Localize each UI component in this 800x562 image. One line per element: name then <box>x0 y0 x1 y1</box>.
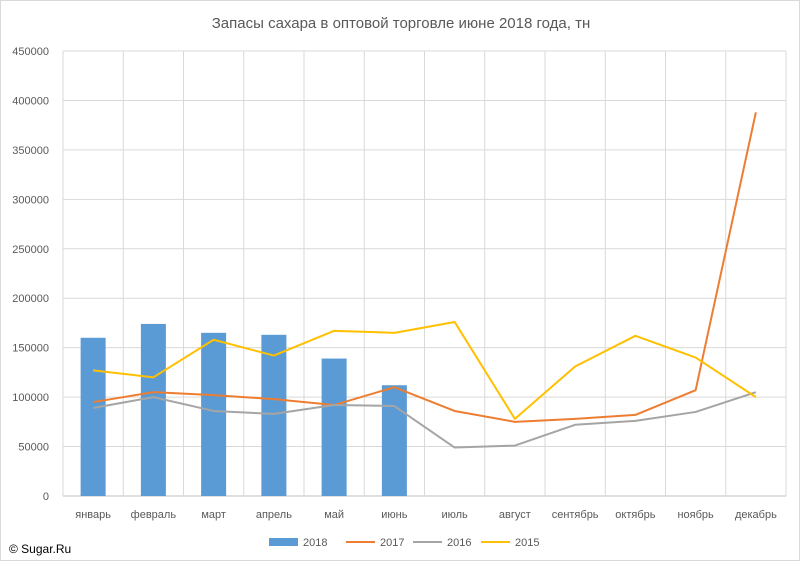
bar-2018-январь <box>80 337 106 496</box>
x-tick-label: февраль <box>131 509 177 521</box>
y-tick-label: 100000 <box>12 392 49 404</box>
bar-2018-июнь <box>381 385 407 496</box>
legend-label-2017: 2017 <box>380 537 404 549</box>
x-axis-ticks: январь февраль март апрель май июнь июль август… <box>75 509 777 521</box>
y-tick-label: 0 <box>43 491 49 503</box>
y-tick-label: 350000 <box>12 145 49 157</box>
x-tick-label: май <box>324 509 344 521</box>
y-tick-label: 400000 <box>12 95 49 107</box>
x-tick-label: август <box>499 509 531 521</box>
y-axis-ticks: 0 50000 100000 150000 200000 250000 300000 3500… <box>12 46 49 503</box>
legend-label-2015: 2015 <box>515 537 539 549</box>
y-tick-label: 450000 <box>12 46 49 58</box>
y-tick-label: 50000 <box>18 442 49 454</box>
y-tick-label: 250000 <box>12 244 49 256</box>
line-series-2015 <box>93 320 757 420</box>
bar-2018-май <box>321 358 347 496</box>
x-tick-label: апрель <box>256 509 292 521</box>
grid-lines <box>62 50 787 497</box>
x-tick-label: март <box>201 509 226 521</box>
y-tick-label: 150000 <box>12 343 49 355</box>
line-series-2017 <box>92 112 757 423</box>
x-tick-label: июль <box>441 509 468 521</box>
bar-2018-февраль <box>140 323 166 496</box>
line-series-2016 <box>92 391 757 449</box>
x-tick-label: июнь <box>381 509 407 521</box>
copyright-text: © Sugar.Ru <box>9 542 71 556</box>
line-series <box>92 112 757 449</box>
legend-label-2018: 2018 <box>303 537 327 549</box>
legend-label-2016: 2016 <box>447 537 471 549</box>
x-tick-label: октябрь <box>615 509 655 521</box>
legend-swatch-2018 <box>269 538 298 546</box>
bar-2018-март <box>201 332 227 496</box>
x-tick-label: январь <box>75 509 111 521</box>
legend: 2018 2017 2016 2015 <box>269 537 539 549</box>
x-tick-label: декабрь <box>735 509 777 521</box>
chart-title: Запасы сахара в оптовой торговле июне 20… <box>212 15 590 32</box>
y-tick-label: 300000 <box>12 194 49 206</box>
bar-2018-апрель <box>261 334 287 496</box>
x-tick-label: ноябрь <box>677 509 714 521</box>
bar-series <box>80 323 407 496</box>
y-tick-label: 200000 <box>12 293 49 305</box>
x-tick-label: сентябрь <box>552 509 599 521</box>
